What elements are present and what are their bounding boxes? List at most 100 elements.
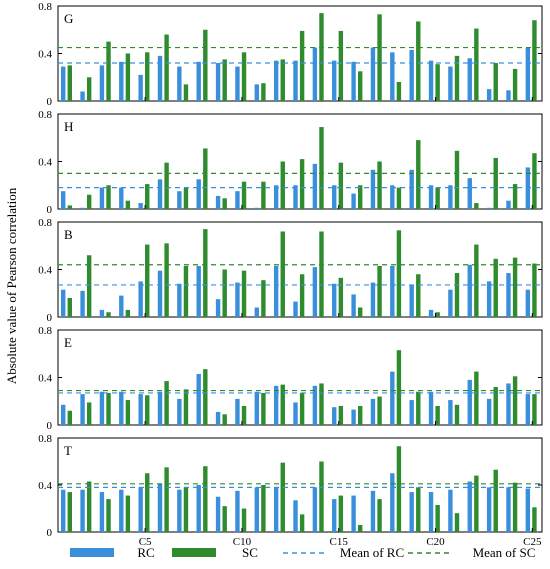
bar-rc-C11 <box>254 391 259 425</box>
legend-swatch-rc <box>70 548 114 557</box>
bar-rc-C25 <box>525 488 531 532</box>
bar-sc-C10 <box>241 181 247 209</box>
bar-rc-C10 <box>235 66 240 101</box>
bar-sc-C9 <box>222 269 227 317</box>
bar-rc-C21 <box>448 400 453 425</box>
bar-sc-C2 <box>86 402 92 425</box>
bar-sc-C20 <box>435 187 440 209</box>
bar-sc-C4 <box>125 309 131 317</box>
bar-rc-C5 <box>138 281 143 317</box>
bar-rc-C23 <box>486 281 492 317</box>
bar-sc-C23 <box>493 387 498 425</box>
bar-rc-C13 <box>293 60 298 101</box>
bar-rc-C4 <box>119 187 124 209</box>
bar-rc-C7 <box>177 66 182 101</box>
bar-sc-C23 <box>493 469 498 532</box>
bar-rc-C21 <box>448 289 453 317</box>
y-tick-label: 0.4 <box>38 265 52 277</box>
bar-sc-C2 <box>86 194 92 209</box>
bar-sc-C16 <box>358 524 363 532</box>
bar-sc-C12 <box>280 59 285 101</box>
bar-sc-C1 <box>67 205 72 209</box>
bar-sc-C24 <box>512 376 518 425</box>
bar-sc-C22 <box>474 475 479 532</box>
bar-rc-C25 <box>525 394 531 425</box>
x-tick-label: C20 <box>426 536 445 548</box>
bar-sc-C15 <box>338 30 344 101</box>
bar-sc-C25 <box>532 153 537 209</box>
bar-sc-C20 <box>435 406 440 425</box>
bar-sc-C14 <box>319 127 324 209</box>
bar-sc-C24 <box>512 184 518 209</box>
bar-rc-C17 <box>370 282 376 317</box>
bar-rc-C10 <box>235 490 240 532</box>
bar-rc-C10 <box>235 191 240 209</box>
bar-sc-C7 <box>183 389 189 425</box>
bar-sc-C25 <box>532 394 537 425</box>
bar-sc-C12 <box>280 161 285 209</box>
bar-sc-C5 <box>145 395 150 425</box>
bar-rc-C16 <box>351 409 356 425</box>
bar-rc-C23 <box>486 207 492 209</box>
bar-rc-C3 <box>99 65 105 101</box>
bar-sc-C18 <box>396 446 402 532</box>
bar-sc-C14 <box>319 231 324 317</box>
bar-sc-C10 <box>241 508 247 532</box>
bar-rc-C11 <box>254 307 259 317</box>
bar-sc-C13 <box>299 274 305 317</box>
bar-rc-C18 <box>390 185 395 209</box>
bar-rc-C12 <box>273 487 279 532</box>
bar-sc-C19 <box>416 391 421 425</box>
panel-G: G 0 0.4 0.8 <box>38 1 543 108</box>
bar-sc-C10 <box>241 270 247 317</box>
bar-sc-C21 <box>454 55 460 101</box>
bar-sc-C25 <box>532 507 537 532</box>
y-tick-label: 0 <box>47 96 53 108</box>
bar-sc-C6 <box>164 243 169 317</box>
bar-rc-C5 <box>138 203 143 209</box>
y-tick-label: 0 <box>47 527 53 539</box>
panel-label: T <box>64 443 72 458</box>
bar-sc-C13 <box>299 392 305 425</box>
y-tick-label: 0.4 <box>38 373 52 385</box>
bar-sc-C1 <box>67 298 72 317</box>
panel-label: G <box>64 11 73 26</box>
bar-sc-C8 <box>203 369 208 425</box>
y-tick-label: 0.8 <box>38 433 52 445</box>
bar-rc-C3 <box>99 309 105 317</box>
bar-sc-C1 <box>67 492 72 532</box>
bar-rc-C15 <box>332 60 337 101</box>
bar-sc-C20 <box>435 504 440 532</box>
panel-E: E 0 0.4 0.8 <box>38 325 543 432</box>
bar-rc-C15 <box>332 499 337 532</box>
bar-rc-C19 <box>409 284 414 317</box>
bar-sc-C4 <box>125 53 131 101</box>
bar-sc-C6 <box>164 162 169 209</box>
bar-rc-C24 <box>506 200 511 209</box>
bar-sc-C16 <box>358 406 363 425</box>
bar-rc-C19 <box>409 49 414 101</box>
bar-sc-C22 <box>474 244 479 317</box>
x-tick-label: C25 <box>523 536 542 548</box>
bar-rc-C13 <box>293 500 298 532</box>
bar-sc-C15 <box>338 277 344 317</box>
bar-rc-C17 <box>370 490 376 532</box>
panel-label: B <box>64 227 73 242</box>
bar-sc-C24 <box>512 257 518 317</box>
legend-label-mean-sc: Mean of SC <box>473 545 536 560</box>
bar-rc-C10 <box>235 282 240 317</box>
bar-rc-C8 <box>196 179 201 209</box>
bar-sc-C19 <box>416 21 421 101</box>
bar-rc-C4 <box>119 489 124 532</box>
bar-rc-C22 <box>467 58 472 101</box>
bar-sc-C11 <box>261 280 266 317</box>
bar-sc-C6 <box>164 467 169 532</box>
bar-rc-C8 <box>196 61 201 101</box>
bar-rc-C17 <box>370 169 376 209</box>
bar-sc-C21 <box>454 150 460 209</box>
bar-sc-C12 <box>280 384 285 425</box>
bar-sc-C13 <box>299 30 305 101</box>
bar-rc-C23 <box>486 89 492 101</box>
legend-swatch-sc <box>172 548 216 557</box>
bar-sc-C14 <box>319 383 324 425</box>
